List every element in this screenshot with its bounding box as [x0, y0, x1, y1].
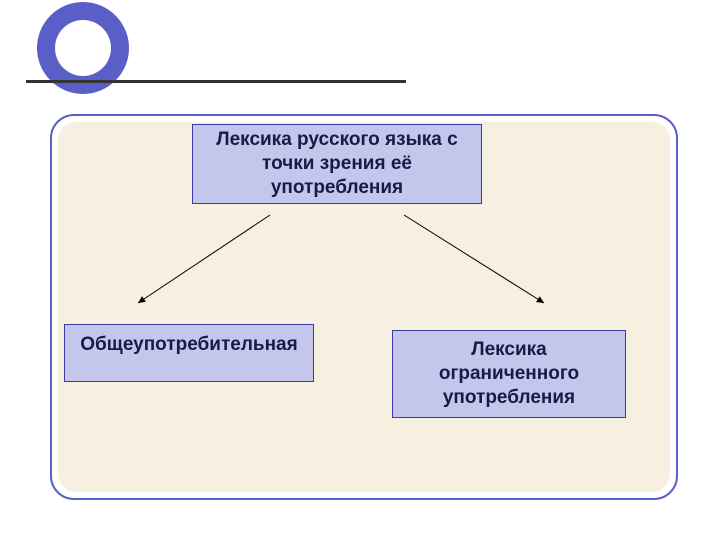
- node-left-label: Общеупотребительная: [80, 333, 297, 357]
- node-root: Лексика русского языка с точки зрения её…: [192, 124, 482, 204]
- edges-layer: [0, 0, 720, 540]
- node-left: Общеупотребительная: [64, 324, 314, 382]
- node-root-label: Лексика русского языка с точки зрения её…: [203, 128, 471, 199]
- node-right: Лексика ограниченного употребления: [392, 330, 626, 418]
- node-right-label: Лексика ограниченного употребления: [403, 338, 615, 409]
